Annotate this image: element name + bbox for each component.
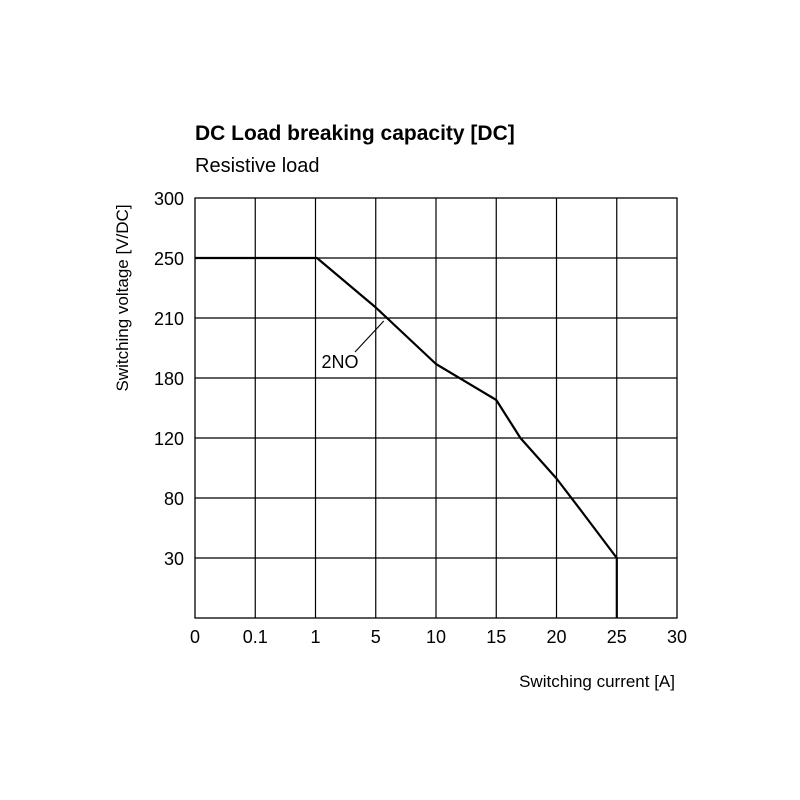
x-tick-label: 1	[310, 627, 320, 647]
series-layer: 2NO	[195, 256, 618, 618]
y-axis-ticks: 30 80 120 180 210 250 300	[154, 189, 184, 569]
x-axis-ticks: 0 0.1 1 5 10 15 20 25 30	[190, 627, 687, 647]
x-tick-label: 25	[607, 627, 627, 647]
x-tick-label: 15	[486, 627, 506, 647]
y-tick-label: 80	[164, 489, 184, 509]
x-tick-label: 5	[371, 627, 381, 647]
series-label-2no: 2NO	[321, 352, 358, 372]
y-tick-label: 30	[164, 549, 184, 569]
grid	[194, 197, 678, 619]
x-axis-label: Switching current [A]	[519, 672, 675, 691]
y-tick-label: 120	[154, 429, 184, 449]
y-tick-label: 300	[154, 189, 184, 209]
x-tick-label: 0.1	[243, 627, 268, 647]
annotation-leader-line	[354, 320, 385, 353]
y-tick-label: 250	[154, 249, 184, 269]
x-tick-label: 10	[426, 627, 446, 647]
series-line-2no	[195, 256, 618, 618]
chart-title: DC Load breaking capacity [DC]	[195, 122, 515, 145]
y-axis-label: Switching voltage [V/DC]	[113, 204, 132, 391]
y-tick-label: 180	[154, 369, 184, 389]
y-tick-label: 210	[154, 309, 184, 329]
chart-subtitle: Resistive load	[195, 155, 320, 177]
x-tick-label: 0	[190, 627, 200, 647]
x-tick-label: 20	[546, 627, 566, 647]
x-tick-label: 30	[667, 627, 687, 647]
